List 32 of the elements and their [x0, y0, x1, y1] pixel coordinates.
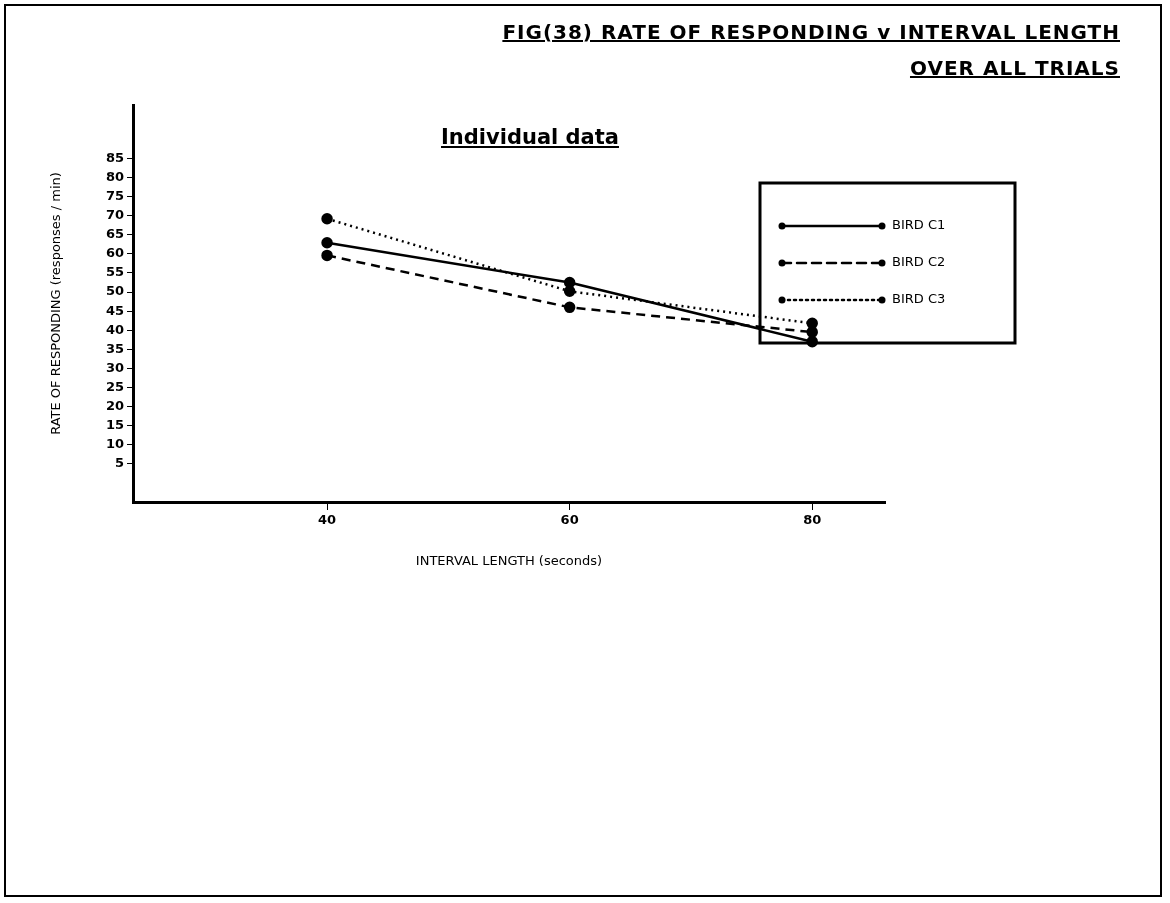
legend-label: BIRD C1: [892, 217, 946, 233]
y-tick-label: 20: [105, 397, 124, 413]
legend-label: BIRD C3: [892, 291, 946, 307]
y-tick-label: 5: [114, 455, 124, 471]
x-tick-label: 40: [318, 512, 337, 528]
y-tick-label: 35: [105, 340, 124, 356]
x-tick-label: 60: [560, 512, 579, 528]
y-axis-title: RATE OF RESPONDING (responses / min): [48, 172, 64, 435]
point: [321, 249, 333, 262]
point: [563, 301, 576, 314]
y-tick-label: 30: [105, 359, 124, 375]
point: [321, 213, 333, 225]
y-tick-label: 45: [105, 302, 124, 318]
legend-label: BIRD C2: [892, 254, 946, 270]
point: [806, 326, 818, 338]
y-tick-label: 80: [105, 168, 124, 184]
y-tick-label: 85: [105, 149, 124, 165]
point: [321, 237, 333, 249]
y-tick-label: 15: [105, 417, 124, 433]
y-tick-label: 50: [105, 283, 124, 299]
y-tick-label: 60: [105, 245, 124, 261]
text: Individual data: [440, 125, 620, 149]
y-tick-label: 55: [105, 264, 124, 280]
y-tick-label: 75: [105, 187, 124, 203]
y-tick-label: 25: [105, 378, 124, 394]
y-tick-label: 70: [105, 207, 124, 223]
y-tick-label: 40: [105, 321, 124, 337]
x-axis-title: INTERVAL LENGTH (seconds): [415, 552, 603, 568]
chart-title: FIG(38) RATE OF RESPONDING v INTERVAL LENGTH OVER ALL TRIALS: [501, 19, 1120, 82]
y-tick-label: 65: [105, 226, 124, 242]
y-tick-label: 10: [105, 436, 124, 452]
x-tick-label: 80: [803, 512, 822, 528]
